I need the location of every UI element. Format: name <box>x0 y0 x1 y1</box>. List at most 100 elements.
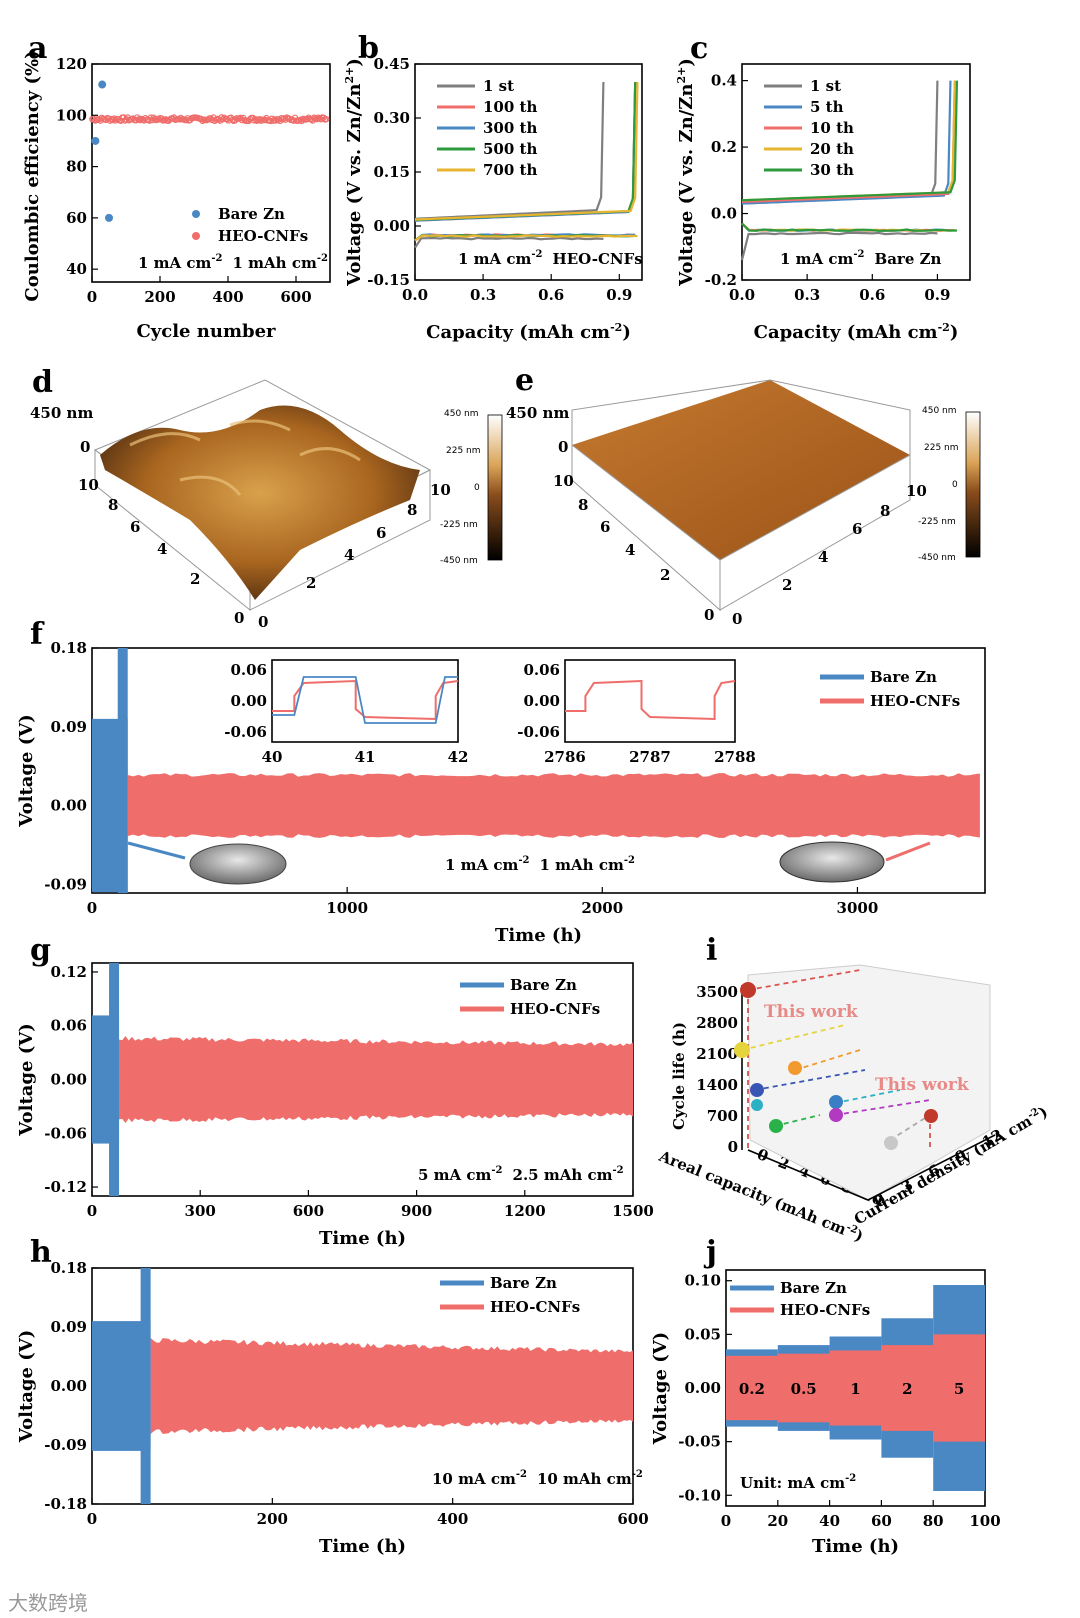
chart-c-note-part: 1 mA cm <box>780 250 854 268</box>
afm-e-x2: 2 <box>782 576 792 594</box>
chart-h-xtick-label: 200 <box>257 1510 288 1528</box>
chart-j-xtick-label: 100 <box>969 1512 1000 1530</box>
afm-d-ridges <box>129 419 361 496</box>
chart-h-ytick-label: -0.09 <box>44 1436 87 1454</box>
afm-e-x4: 4 <box>818 548 828 566</box>
afm-d-y8: 8 <box>108 496 118 514</box>
chart-b-xtick-label: 0.0 <box>402 286 428 304</box>
chart-h-condition-part: -2 <box>516 1469 527 1480</box>
chart-j-ytick-label: 0.05 <box>684 1325 721 1343</box>
chart-b-xtick-label: 0.6 <box>538 286 564 304</box>
chart-f-condition-part: -2 <box>518 855 529 866</box>
chart-f-xtick-label: 1000 <box>326 899 368 917</box>
watermark: 大数跨境 <box>8 1591 88 1615</box>
chart-a-bare-point <box>98 80 107 89</box>
chart-b-legend-label: 500 th <box>483 140 537 158</box>
afm-d-y0: 0 <box>234 609 244 627</box>
chart-c-note: 1 mA cm-2 Bare Zn <box>780 249 942 268</box>
chart-h-ytick-label: -0.18 <box>44 1495 87 1513</box>
afm-d-cbar-450: 450 nm <box>444 409 479 419</box>
chart-j-unit-part: -2 <box>845 1473 856 1484</box>
chart-a-heo-point <box>304 115 311 123</box>
chart-b-xtick-label: 0.9 <box>606 286 632 304</box>
chart-c-ylabel: Voltage (V vs. Zn/Zn2+) <box>675 58 697 287</box>
chart-f-inset1-ytick-label: 0.00 <box>230 692 267 710</box>
chart-j-rate-label: 0.5 <box>791 1380 817 1398</box>
chart-a-heo-point <box>313 115 320 123</box>
chart-a-bare-point <box>91 136 100 145</box>
chart-f-bare-spike <box>117 648 128 893</box>
chart-a-heo-point <box>136 116 144 124</box>
afm-e-x0: 0 <box>732 610 742 628</box>
chart-i-guide-7 <box>774 1114 821 1127</box>
chart-b-note-part: HEO-CNFs <box>553 250 643 268</box>
chart-j-rate-label: 2 <box>902 1380 912 1398</box>
chart-a-ytick-label: 40 <box>66 260 87 278</box>
afm-e-y2: 2 <box>660 566 670 584</box>
chart-i-callout-2: This work <box>875 1075 970 1095</box>
chart-g-bare-spike <box>109 963 120 1196</box>
chart-j-rate-label: 5 <box>954 1380 964 1398</box>
afm-e-y6: 6 <box>600 518 610 536</box>
chart-h-condition-part: 10 mA cm <box>432 1470 516 1488</box>
chart-a-condition-part: -2 <box>317 253 328 264</box>
chart-i-box <box>747 964 991 1201</box>
chart-j-unit: Unit: mA cm-2 <box>740 1473 856 1492</box>
chart-g-condition: 5 mA cm-2 2.5 mAh cm-2 <box>418 1165 624 1184</box>
chart-f-inset1-ytick-label: -0.06 <box>224 723 267 741</box>
chart-f-inset2-xtick-label: 2787 <box>629 748 671 766</box>
chart-g-condition-part: -2 <box>612 1165 623 1176</box>
chart-c-xlabel-part: Capacity (mAh cm <box>754 322 938 343</box>
chart-h-condition: 10 mA cm-2 10 mAh cm-2 <box>432 1469 643 1488</box>
panel-label-e: e <box>515 363 534 398</box>
chart-h-legend-heo-label: HEO-CNFs <box>490 1298 580 1316</box>
chart-c-xtick-label: 0.0 <box>729 286 755 304</box>
chart-a-legend-heo: HEO-CNFs <box>218 227 308 245</box>
chart-g-xtick-label: 1500 <box>612 1202 654 1220</box>
chart-a-xtick-label: 0 <box>87 288 97 306</box>
chart-i-z-axis <box>867 1134 996 1201</box>
chart-f-xtick-label: 0 <box>87 899 97 917</box>
chart-j-ylabel: Voltage (V) <box>650 1332 671 1445</box>
chart-j-ytick-label: -0.10 <box>678 1486 721 1504</box>
chart-b-ytick-label: 0.30 <box>373 109 410 127</box>
afm-e-y8: 8 <box>578 496 588 514</box>
panel-label-a: a <box>28 31 47 66</box>
chart-f-heo-band <box>127 773 980 838</box>
chart-a-condition-part: -2 <box>211 253 222 264</box>
chart-g-xtick-label: 0 <box>87 1202 97 1220</box>
chart-i-x-axis <box>747 1149 869 1201</box>
chart-i-ytick-label: 700 <box>707 1107 738 1125</box>
chart-i: This work This work Cycle life (h) Areal… <box>656 964 1051 1246</box>
panel-label-f: f <box>30 617 45 652</box>
panel-label-d: d <box>32 365 53 400</box>
afm-d-x2: 2 <box>306 574 316 592</box>
chart-c-note-part: Bare Zn <box>875 250 942 268</box>
chart-a-frame <box>91 63 331 283</box>
chart-i-guide-1 <box>747 969 861 991</box>
chart-b-ytick-label: 0.00 <box>373 217 410 235</box>
chart-c-xlabel: Capacity (mAh cm-2) <box>754 321 959 343</box>
chart-h-ytick-label: 0.18 <box>50 1259 87 1277</box>
chart-f-inset1-xtick-label: 41 <box>355 748 376 766</box>
chart-f-xtick-label: 2000 <box>581 899 623 917</box>
chart-c-legend-label: 30 th <box>810 161 854 179</box>
chart-g-xtick-label: 900 <box>401 1202 432 1220</box>
chart-i-guide-3 <box>794 1049 861 1071</box>
chart-i-point-2 <box>734 1042 750 1058</box>
chart-i-point-5 <box>751 1099 763 1111</box>
afm-d-cbar-225: 225 nm <box>446 446 481 456</box>
afm-d-x6: 6 <box>376 524 386 542</box>
afm-d-z0: 0 <box>80 438 90 456</box>
chart-f-legend-bare-label: Bare Zn <box>870 668 937 686</box>
chart-g-condition-part: 5 mA cm <box>418 1166 492 1184</box>
chart-h-bare-spike <box>140 1268 151 1504</box>
chart-f-ytick-label: 0.09 <box>50 718 87 736</box>
afm-e-box-top <box>571 379 911 455</box>
chart-h-xtick-label: 600 <box>617 1510 648 1528</box>
chart-a-ylabel: Coulombic efficiency (%) <box>22 50 43 301</box>
chart-b-legend-label: 100 th <box>483 98 537 116</box>
chart-f-inset1-ytick-label: 0.06 <box>230 661 267 679</box>
chart-c-discharge-4 <box>741 222 957 232</box>
